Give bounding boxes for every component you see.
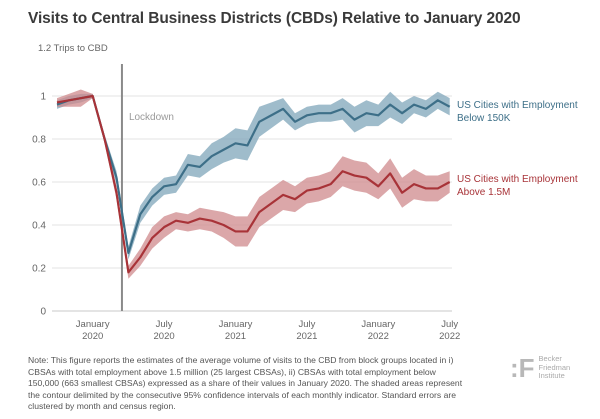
x-tick-label-month: July (156, 319, 173, 330)
chart-title: Visits to Central Business Districts (CB… (28, 10, 521, 27)
x-tick-label-year: 2022 (439, 331, 460, 342)
legend-label: US Cities with Employment (457, 174, 578, 185)
x-tick-label-month: January (219, 319, 253, 330)
x-tick-label-month: January (76, 319, 110, 330)
y-tick-label: 0.8 (32, 135, 46, 146)
y-axis-label: 1.2 Trips to CBD (38, 43, 108, 54)
y-tick-label: 1 (40, 92, 46, 103)
x-tick-label-year: 2022 (368, 331, 389, 342)
x-tick-label-year: 2021 (296, 331, 317, 342)
x-tick-label-year: 2020 (154, 331, 175, 342)
x-tick-label-year: 2021 (225, 331, 246, 342)
legend-label: Below 150K (457, 113, 511, 124)
y-tick-label: 0.2 (32, 264, 46, 275)
footnote: Note: This figure reports the estimates … (28, 355, 463, 412)
logo-line-1: Becker (538, 354, 562, 363)
becker-friedman-logo: :F Becker Friedman Institute (510, 353, 571, 383)
legend-label: Above 1.5M (457, 187, 510, 198)
y-tick-label: 0.4 (32, 221, 46, 232)
x-tick-label-year: 2020 (82, 331, 103, 342)
chart-plot: 00.20.40.60.81 1.2 Trips to CBD January2… (32, 43, 578, 342)
logo-line-2: Friedman (538, 362, 571, 372)
x-tick-label-month: January (361, 319, 395, 330)
legend-label: US Cities with Employment (457, 100, 578, 111)
bfi-logo-mark: :F (510, 353, 535, 383)
logo-line-3: Institute (538, 371, 565, 380)
x-tick-label-month: July (298, 319, 315, 330)
y-tick-label: 0.6 (32, 178, 46, 189)
series-line-above-1-5m (56, 94, 451, 274)
y-tick-label: 0 (40, 307, 46, 318)
x-tick-label-month: July (441, 319, 458, 330)
lockdown-annotation: Lockdown (129, 112, 174, 123)
series-line-below-150k (56, 94, 451, 255)
confidence-band-above-1-5m (57, 89, 450, 279)
